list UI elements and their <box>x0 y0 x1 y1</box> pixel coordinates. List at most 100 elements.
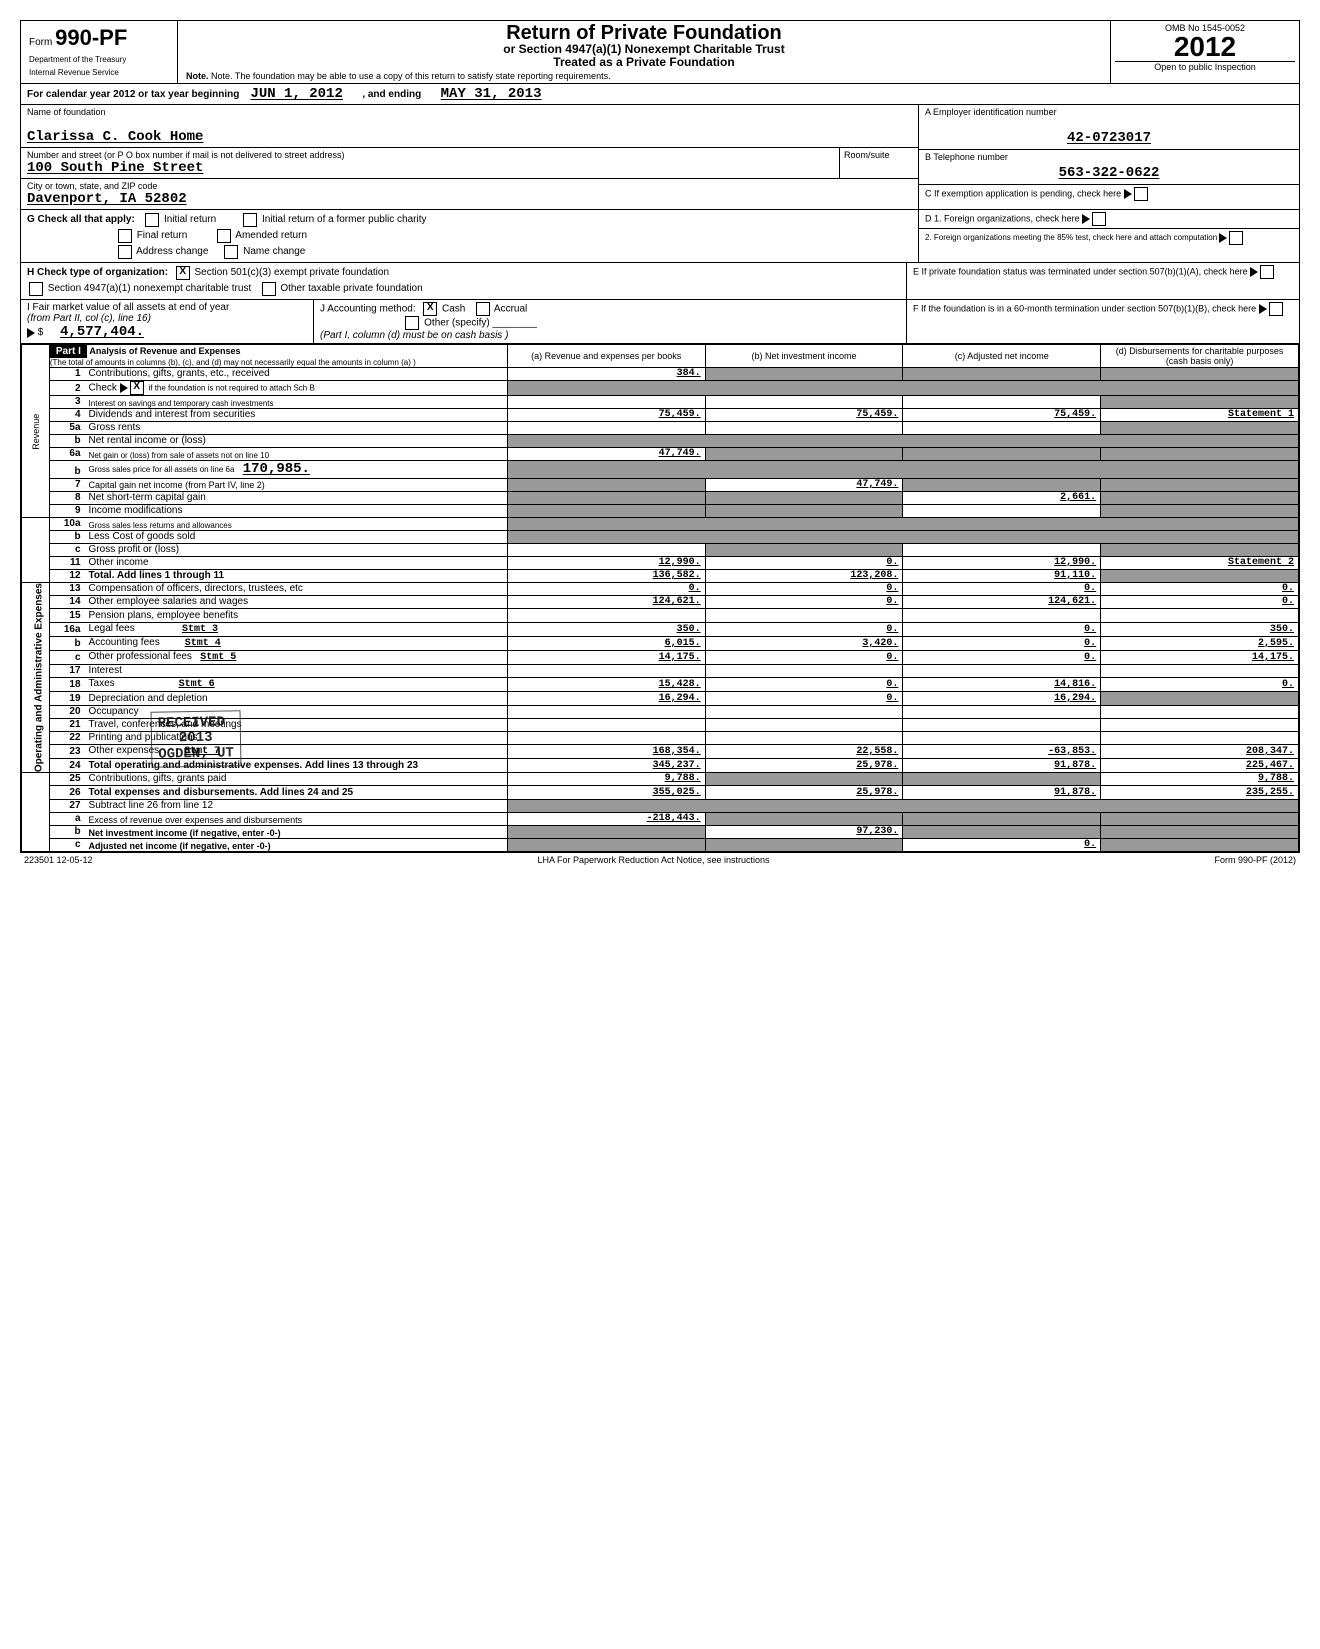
row-num: 23 <box>49 744 84 758</box>
row-desc: Subtract line 26 from line 12 <box>85 800 508 813</box>
row-num: b <box>49 531 84 544</box>
row-desc: Excess of revenue over expenses and disb… <box>85 813 508 826</box>
row-desc: Less Cost of goods sold <box>85 531 508 544</box>
check-address[interactable] <box>118 245 132 259</box>
row-desc: Income modifications <box>85 505 508 518</box>
cell-val: 350. <box>507 622 705 636</box>
box-e: E If private foundation status was termi… <box>913 267 1248 277</box>
cell-val: 25,978. <box>705 786 903 800</box>
cell-val: 15,428. <box>507 678 705 692</box>
cell-val: 0. <box>1101 678 1299 692</box>
row-num: 16a <box>49 622 84 636</box>
check-initial[interactable] <box>145 213 159 227</box>
year-box: OMB No 1545-0052 2012 Open to public Ins… <box>1110 21 1299 83</box>
row-num: 27 <box>49 800 84 813</box>
box-f: F If the foundation is in a 60-month ter… <box>913 304 1256 314</box>
cell-val: 14,175. <box>1101 650 1299 664</box>
form-number-box: Form 990-PF Department of the Treasury I… <box>21 21 178 83</box>
expenses-side-label: Operating and Administrative Expenses <box>22 583 50 773</box>
row-num: 22 <box>49 731 84 744</box>
row-desc: Legal fees Stmt 3 <box>85 622 508 636</box>
cell-val: 9,788. <box>507 773 705 786</box>
col-c-header: (c) Adjusted net income <box>903 345 1101 368</box>
row-desc: Taxes Stmt 6 <box>85 678 508 692</box>
check-other-method[interactable] <box>405 316 419 330</box>
row-desc: Other professional fees Stmt 5 <box>85 650 508 664</box>
row-num: 3 <box>49 396 84 409</box>
phone-label: B Telephone number <box>925 152 1293 164</box>
room-label: Room/suite <box>839 148 918 178</box>
cell-val: 14,175. <box>507 650 705 664</box>
phone-value: 563-322-0622 <box>925 164 1293 182</box>
opt-cash: Cash <box>442 304 465 315</box>
row-num: 17 <box>49 665 84 678</box>
tax-year: 2012 <box>1115 33 1295 61</box>
check-accrual[interactable] <box>476 302 490 316</box>
opt-accrual: Accrual <box>494 304 527 315</box>
col-b-header: (b) Net investment income <box>705 345 903 368</box>
cell-val: 0. <box>705 650 903 664</box>
city-label: City or town, state, and ZIP code <box>27 181 912 191</box>
period-label: For calendar year 2012 or tax year begin… <box>27 89 239 100</box>
opt-name: Name change <box>243 246 305 257</box>
check-amended[interactable] <box>217 229 231 243</box>
row-desc: Gross profit or (loss) <box>85 544 508 557</box>
cell-val: 0. <box>903 839 1101 852</box>
row-num: 25 <box>49 773 84 786</box>
row-num: 2 <box>49 381 84 396</box>
box-c-check[interactable] <box>1134 187 1148 201</box>
period-row: For calendar year 2012 or tax year begin… <box>21 84 1299 105</box>
check-former[interactable] <box>243 213 257 227</box>
stamp-location: OGDEN, UT <box>158 746 234 763</box>
subtitle-2: Treated as a Private Foundation <box>186 56 1102 69</box>
opt-initial: Initial return <box>164 214 216 225</box>
check-f[interactable] <box>1269 302 1283 316</box>
addr-label: Number and street (or P O box number if … <box>27 150 833 160</box>
row-num: b <box>49 461 84 479</box>
cell-val: 16,294. <box>507 692 705 705</box>
box-j-label: J Accounting method: <box>320 304 416 315</box>
header-note: Note. The foundation may be able to use … <box>211 71 611 81</box>
cell-val: 350. <box>1101 622 1299 636</box>
check-final[interactable] <box>118 229 132 243</box>
row-num: 14 <box>49 596 84 609</box>
check-name[interactable] <box>224 245 238 259</box>
dept-treasury: Department of the Treasury <box>29 55 169 64</box>
row-desc: Other expenses Stmt 7 <box>85 744 508 758</box>
period-end: MAY 31, 2013 <box>441 86 542 102</box>
stmt-ref: Statement 2 <box>1228 557 1294 568</box>
check-d2[interactable] <box>1229 231 1243 245</box>
header: Form 990-PF Department of the Treasury I… <box>21 21 1299 84</box>
cell-val: 123,208. <box>705 570 903 583</box>
cell-val: 16,294. <box>903 692 1101 705</box>
row-num: 26 <box>49 786 84 800</box>
row-desc: Travel, conferences, and meetings <box>85 718 508 731</box>
check-4947[interactable] <box>29 282 43 296</box>
row-desc: Interest <box>85 665 508 678</box>
cell-val: 124,621. <box>903 596 1101 609</box>
dept-irs: Internal Revenue Service <box>29 68 169 77</box>
check-other-tax[interactable] <box>262 282 276 296</box>
inspection-note: Open to public Inspection <box>1115 61 1295 72</box>
row-desc: Other employee salaries and wages <box>85 596 508 609</box>
check-d1[interactable] <box>1092 212 1106 226</box>
row-desc: Depreciation and depletion <box>85 692 508 705</box>
fmv-value: 4,577,404. <box>60 324 144 340</box>
check-501c3[interactable]: X <box>176 266 190 280</box>
street-address: 100 South Pine Street <box>27 160 833 176</box>
cell-val: 208,347. <box>1101 744 1299 758</box>
row-desc: Capital gain net income (from Part IV, l… <box>85 479 508 492</box>
row-num: 4 <box>49 409 84 422</box>
cell-val: 235,255. <box>1101 786 1299 800</box>
row-num: 12 <box>49 570 84 583</box>
row-num: 1 <box>49 368 84 381</box>
row-desc: Net short-term capital gain <box>85 492 508 505</box>
box-d1: D 1. Foreign organizations, check here <box>925 214 1080 224</box>
row-desc: Gross rents <box>85 422 508 435</box>
period-begin: JUN 1, 2012 <box>250 86 342 102</box>
row-num: 7 <box>49 479 84 492</box>
check-cash[interactable]: X <box>423 302 437 316</box>
form-990pf: Form 990-PF Department of the Treasury I… <box>20 20 1300 853</box>
check-e[interactable] <box>1260 265 1274 279</box>
cell-val: 0. <box>705 583 903 596</box>
